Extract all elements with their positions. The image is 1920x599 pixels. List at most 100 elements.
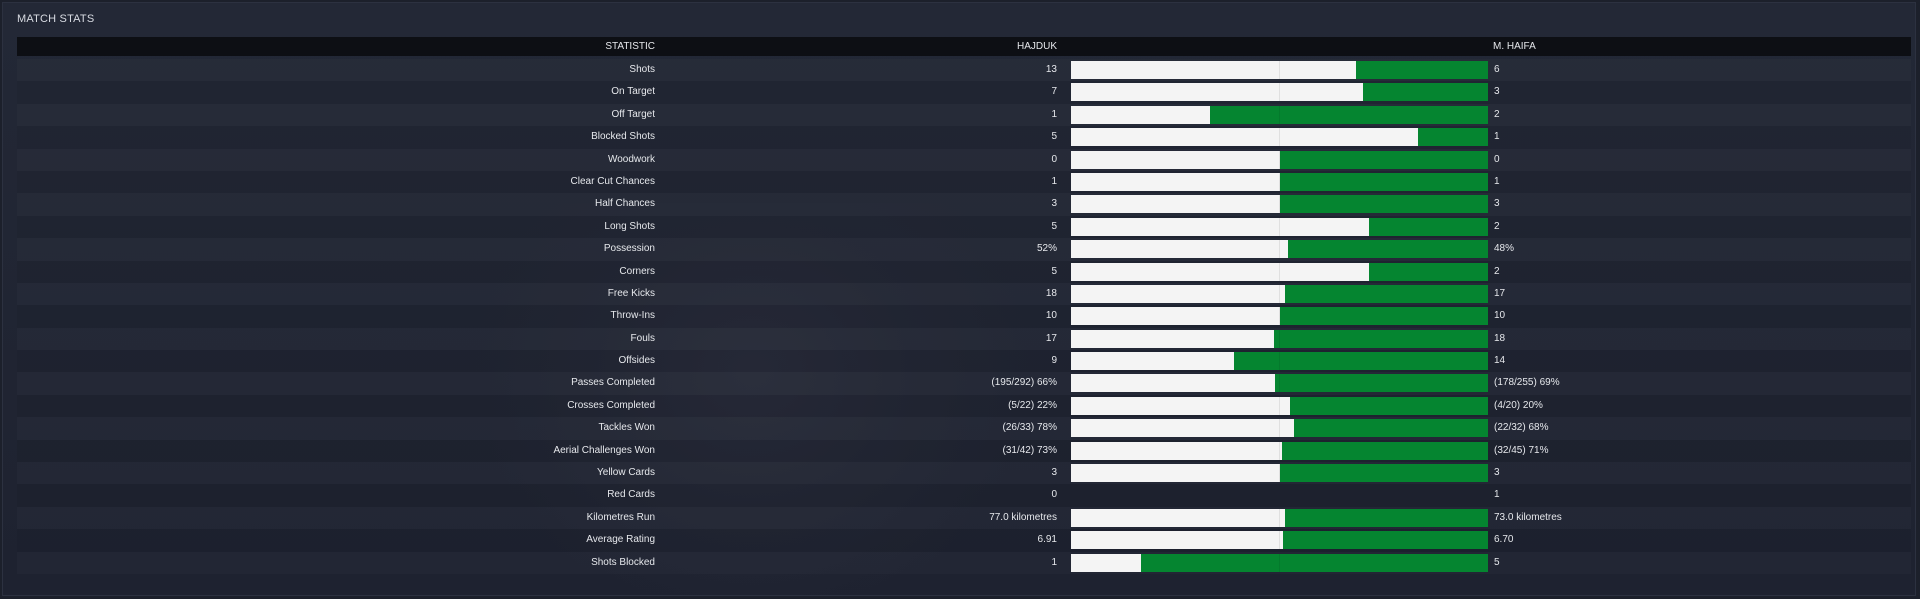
table-row: Woodwork 0 0 — [17, 149, 1911, 171]
home-value: 10 — [1045, 310, 1057, 322]
away-value: 2 — [1494, 220, 1500, 232]
bar-midline — [1279, 508, 1280, 527]
bar-midline — [1279, 396, 1280, 415]
home-value: 5 — [1051, 131, 1057, 143]
bar-midline — [1279, 195, 1280, 214]
away-value: (22/32) 68% — [1494, 422, 1549, 434]
stat-label: Yellow Cards — [597, 467, 655, 479]
away-value: 3 — [1494, 198, 1500, 210]
home-share-fill — [1071, 217, 1369, 236]
table-row: Off Target 1 2 — [17, 104, 1911, 126]
comparison-bar — [1071, 172, 1488, 191]
stat-label: Long Shots — [604, 220, 655, 232]
bar-midline — [1279, 240, 1280, 259]
stat-label: Average Rating — [586, 534, 655, 546]
home-share-fill — [1071, 61, 1357, 79]
table-row: Possession 52% 48% — [17, 238, 1911, 260]
home-share-fill — [1071, 105, 1210, 124]
stat-label: Passes Completed — [571, 377, 655, 389]
away-value: 10 — [1494, 310, 1506, 322]
home-share-fill — [1071, 307, 1280, 326]
bar-midline — [1279, 352, 1280, 371]
bar-midline — [1279, 374, 1280, 393]
comparison-bar — [1071, 396, 1488, 415]
comparison-bar — [1071, 217, 1488, 236]
header-away-team[interactable]: M. HAIFA — [1493, 41, 1536, 52]
stat-label: Offsides — [618, 355, 656, 367]
away-value: 1 — [1494, 175, 1500, 187]
comparison-bar — [1071, 508, 1488, 527]
home-value: 52% — [1036, 243, 1057, 255]
stat-label: Woodwork — [607, 153, 655, 165]
comparison-bar — [1071, 61, 1488, 79]
home-share-fill — [1071, 396, 1290, 415]
bar-midline — [1279, 262, 1280, 281]
away-value: 6 — [1494, 64, 1500, 75]
comparison-bar — [1071, 195, 1488, 214]
home-value: 0 — [1051, 489, 1057, 501]
table-row: Yellow Cards 3 3 — [17, 462, 1911, 484]
home-value: 13 — [1045, 64, 1057, 75]
table-row: Crosses Completed (5/22) 22% (4/20) 20% — [17, 394, 1911, 418]
home-value: 5 — [1051, 220, 1057, 232]
home-value: (26/33) 78% — [1002, 422, 1057, 434]
home-value: 0 — [1051, 153, 1057, 165]
home-share-fill — [1071, 441, 1283, 460]
comparison-bar — [1071, 464, 1488, 483]
away-value: 18 — [1494, 332, 1506, 344]
home-share-fill — [1071, 553, 1141, 572]
panel-title: MATCH STATS — [17, 13, 95, 25]
away-value: 48% — [1494, 243, 1515, 255]
stats-table-body: Shots 13 6 On Target 7 3 Off Target 1 2 Blocked S… — [17, 59, 1911, 574]
table-row: Average Rating 6.91 6.70 — [17, 529, 1911, 552]
comparison-bar — [1071, 150, 1488, 169]
stat-label: Tackles Won — [598, 422, 655, 434]
header-statistic[interactable]: STATISTIC — [605, 41, 655, 52]
comparison-bar — [1071, 531, 1488, 550]
comparison-bar — [1071, 419, 1488, 438]
comparison-bar — [1071, 284, 1488, 303]
stat-label: On Target — [611, 86, 655, 98]
away-value: 2 — [1494, 108, 1500, 120]
table-row: On Target 7 3 — [17, 81, 1911, 104]
bar-midline — [1279, 307, 1280, 326]
bar-midline — [1279, 61, 1280, 79]
stat-label: Clear Cut Chances — [570, 175, 655, 187]
stat-label: Corners — [619, 265, 655, 277]
comparison-bar — [1071, 128, 1488, 147]
comparison-bar — [1071, 374, 1488, 393]
stat-label: Possession — [603, 243, 655, 255]
home-share-fill — [1071, 352, 1235, 371]
home-share-fill — [1071, 374, 1275, 393]
stat-label: Shots — [629, 64, 655, 75]
header-home-team[interactable]: HAJDUK — [1016, 41, 1057, 52]
home-share-fill — [1071, 83, 1363, 102]
away-value: 3 — [1494, 467, 1500, 479]
home-value: 7 — [1051, 86, 1057, 98]
away-value: 1 — [1494, 131, 1500, 143]
home-value: 3 — [1051, 198, 1057, 210]
table-row: Fouls 17 18 — [17, 328, 1911, 350]
bar-midline — [1279, 172, 1280, 191]
home-value: 77.0 kilometres — [989, 511, 1057, 523]
table-row: Offsides 9 14 — [17, 350, 1911, 373]
away-value: 73.0 kilometres — [1494, 511, 1562, 523]
away-value: 6.70 — [1494, 534, 1514, 546]
table-row: Kilometres Run 77.0 kilometres 73.0 kilome… — [17, 507, 1911, 529]
stat-label: Red Cards — [607, 489, 655, 501]
comparison-bar — [1071, 352, 1488, 371]
stat-label: Aerial Challenges Won — [553, 444, 655, 456]
bar-midline — [1279, 284, 1280, 303]
comparison-bar — [1071, 441, 1488, 460]
table-row: Passes Completed (195/292) 66% (178/255) 6… — [17, 372, 1911, 394]
home-value: 6.91 — [1037, 534, 1057, 546]
stat-label: Fouls — [630, 332, 655, 344]
bar-midline — [1279, 83, 1280, 102]
table-row: Shots 13 6 — [17, 59, 1911, 81]
bar-midline — [1279, 128, 1280, 147]
home-share-fill — [1071, 240, 1288, 259]
home-value: 18 — [1045, 287, 1057, 299]
table-row: Throw-Ins 10 10 — [17, 305, 1911, 328]
bar-midline — [1279, 150, 1280, 169]
table-row: Red Cards 0 1 — [17, 484, 1911, 507]
